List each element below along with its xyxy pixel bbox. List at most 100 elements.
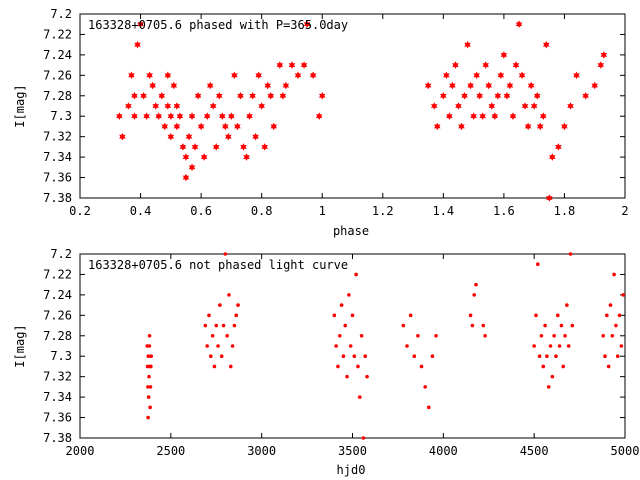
data-point [134, 40, 141, 49]
x-tick-label: 2000 [66, 444, 95, 458]
data-point [423, 385, 427, 389]
data-point [600, 51, 608, 59]
data-point [350, 313, 355, 318]
data-point [147, 333, 152, 338]
data-point [566, 344, 571, 348]
data-point [470, 112, 477, 121]
data-point [621, 293, 625, 297]
data-point [570, 323, 575, 328]
x-axis-label: hjd0 [337, 463, 366, 477]
data-point [221, 323, 226, 328]
data-point [209, 102, 217, 110]
data-point [582, 91, 589, 100]
data-point [237, 91, 244, 100]
data-point [568, 252, 573, 256]
data-point [612, 272, 616, 277]
data-point [146, 385, 150, 389]
data-point [605, 313, 609, 318]
data-point [563, 333, 567, 338]
data-point [461, 91, 468, 100]
data-point [488, 102, 496, 110]
data-point [270, 122, 278, 131]
data-point [541, 364, 546, 369]
data-point [214, 323, 219, 328]
y-axis-label: I[mag] [13, 324, 27, 367]
data-point [539, 333, 544, 338]
data-point [205, 344, 209, 348]
data-point [343, 323, 348, 328]
data-point [534, 313, 538, 318]
data-point [219, 112, 226, 121]
x-tick-label: 1 [319, 204, 326, 218]
y-tick-label: 7.28 [43, 329, 72, 343]
y-tick-label: 7.26 [43, 68, 72, 82]
tick-group: 2000 2500 3000 3500 4000 4500 5000 7.2 7.22 7.24 7… [43, 247, 639, 458]
data-point [476, 91, 483, 100]
data-point [194, 91, 202, 100]
data-point [536, 262, 540, 267]
data-point [561, 122, 568, 131]
data-point [458, 122, 465, 131]
data-point [481, 323, 486, 328]
data-point [359, 333, 364, 338]
data-point [482, 61, 490, 69]
data-point [341, 354, 346, 359]
data-point [119, 132, 126, 141]
x-tick-label: 3500 [338, 444, 367, 458]
data-point [164, 102, 172, 110]
data-point [549, 153, 556, 161]
unphased-light-curve-plot: 2000 2500 3000 3500 4000 4500 5000 7.2 7.22 7.24 7… [13, 247, 639, 477]
y-tick-label: 7.24 [43, 288, 72, 302]
data-point [424, 81, 432, 90]
data-point [158, 91, 166, 100]
data-point [218, 303, 222, 307]
data-point [282, 81, 290, 90]
data-point [228, 112, 235, 121]
x-tick-label: 2 [621, 204, 628, 218]
data-point [170, 81, 178, 90]
data-point [212, 143, 220, 151]
y-tick-label: 7.28 [43, 89, 72, 103]
data-point [527, 81, 535, 90]
data-point [337, 333, 342, 338]
y-tick-label: 7.34 [43, 150, 72, 164]
data-point [506, 81, 514, 90]
y-tick-label: 7.2 [50, 247, 72, 261]
y-axis-label: I[mag] [13, 84, 27, 127]
data-point [146, 71, 153, 80]
phased-light-curve-plot: 0.2 0.4 0.6 0.8 1 1.2 1.4 1.6 1.8 2 7.2 7.22 7.24 7.2… [13, 7, 629, 238]
data-point [485, 81, 493, 90]
data-point [427, 405, 431, 410]
data-point [173, 122, 181, 131]
data-point [474, 282, 478, 287]
y-tick-label: 7.22 [43, 27, 72, 41]
data-point [408, 313, 413, 318]
data-point [530, 102, 538, 110]
x-tick-label: 0.6 [190, 204, 212, 218]
data-point [131, 112, 138, 121]
data-point [315, 112, 323, 121]
data-point [472, 293, 477, 297]
data-point [203, 323, 208, 328]
data-point [140, 91, 147, 100]
data-point [303, 20, 311, 29]
data-point [255, 71, 262, 80]
data-point [619, 344, 624, 348]
data-point [155, 112, 163, 121]
data-point [561, 364, 566, 369]
data-point [234, 313, 239, 318]
data-point [149, 354, 154, 359]
x-tick-label: 0.4 [130, 204, 152, 218]
data-point [503, 91, 511, 100]
data-point [554, 354, 558, 359]
data-point [565, 303, 569, 307]
data-point [294, 71, 302, 80]
data-point [536, 122, 544, 131]
data-point [209, 354, 213, 359]
data-point [236, 303, 240, 307]
data-point [512, 61, 520, 69]
data-point [339, 303, 344, 307]
data-point [279, 91, 287, 100]
data-point [252, 132, 259, 141]
data-point [128, 71, 135, 80]
